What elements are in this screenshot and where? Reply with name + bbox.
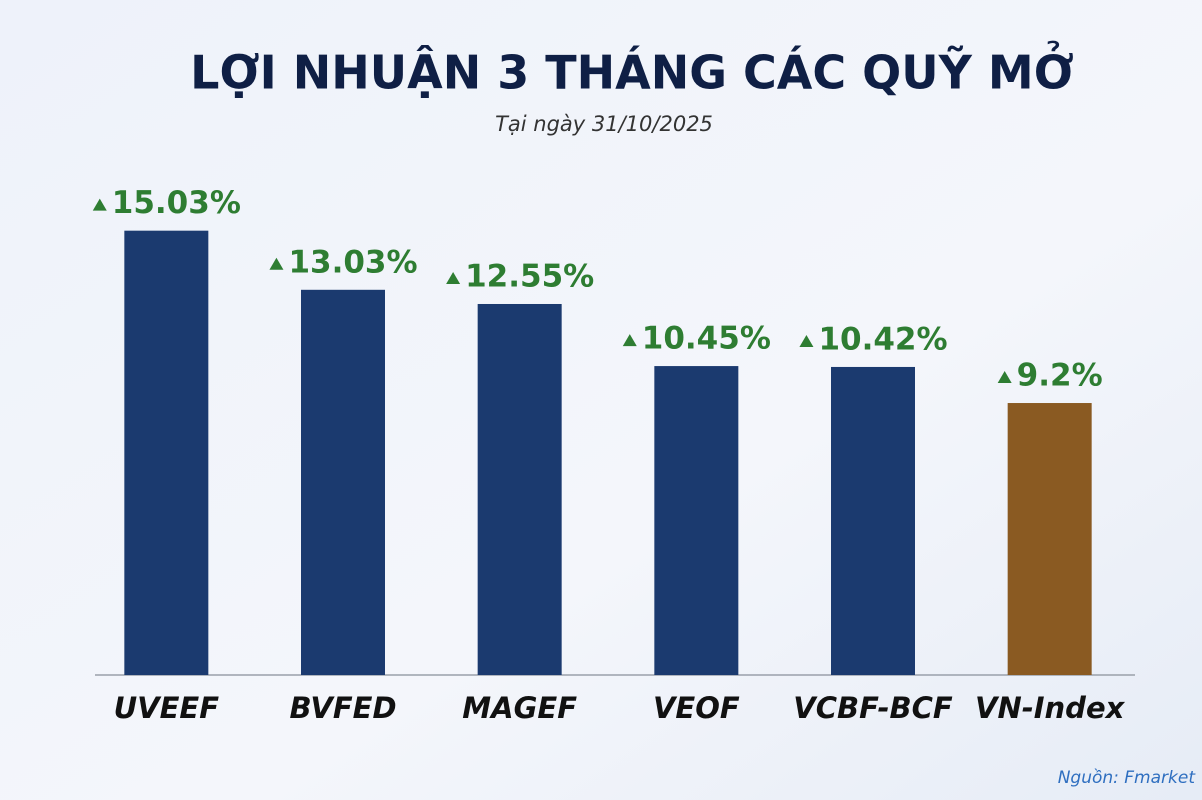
x-tick-label: BVFED (289, 691, 396, 725)
x-tick-label: UVEEF (114, 691, 220, 725)
chart-subtitle: Tại ngày 31/10/2025 (495, 112, 713, 136)
up-arrow (446, 271, 461, 284)
value-label: 10.42% (818, 321, 947, 357)
value-label: 10.45% (642, 321, 771, 357)
bar (301, 289, 385, 675)
up-arrow (269, 257, 284, 270)
up-arrow (997, 371, 1012, 384)
up-arrow (799, 334, 814, 347)
bar (1007, 403, 1092, 675)
value-label: 12.55% (465, 258, 594, 294)
source: Nguồn: Fmarket (1058, 767, 1197, 788)
bar (654, 366, 739, 675)
value-label: 9.2% (1017, 358, 1103, 394)
bar (124, 230, 209, 675)
up-arrow (92, 198, 107, 211)
x-tick-label: MAGEF (462, 691, 577, 725)
value-label: 13.03% (288, 244, 417, 280)
up-arrow (622, 334, 637, 347)
x-tick-label: VEOF (653, 691, 740, 725)
chart-title: LỢI NHUẬN 3 THÁNG CÁC QUỸ MỞ (190, 41, 1074, 100)
x-tick-label: VN-Index (975, 691, 1126, 725)
x-tick-label: VCBF-BCF (793, 691, 953, 725)
bar (477, 303, 562, 675)
bar (831, 366, 915, 675)
value-label: 15.03% (112, 185, 241, 221)
